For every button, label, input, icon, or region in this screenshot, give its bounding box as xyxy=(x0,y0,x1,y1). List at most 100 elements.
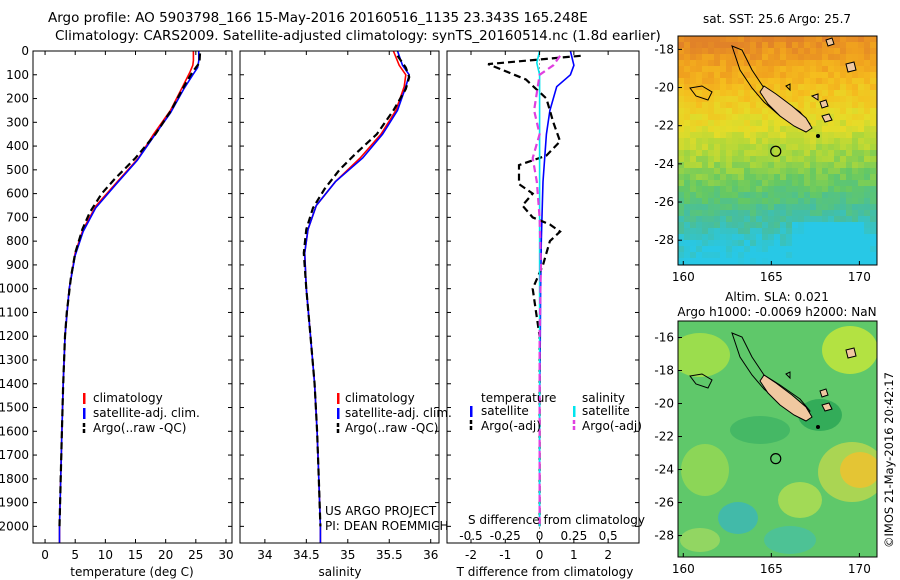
sst-cell xyxy=(738,198,745,205)
sst-cell xyxy=(846,180,853,187)
sst-cell xyxy=(828,240,835,247)
sst-cell xyxy=(768,78,775,85)
sla-anomaly-blob xyxy=(678,333,730,377)
sst-cell xyxy=(870,54,877,61)
sst-cell xyxy=(858,162,865,169)
sst-cell xyxy=(726,54,733,61)
sst-cell xyxy=(846,54,853,61)
sst-cell xyxy=(810,150,817,157)
sst-cell xyxy=(684,48,691,55)
sst-cell xyxy=(732,132,739,139)
sst-cell xyxy=(702,60,709,67)
sst-cell xyxy=(762,120,769,127)
sst-cell xyxy=(846,120,853,127)
sla-anomaly-blob xyxy=(730,416,790,444)
sst-cell xyxy=(822,168,829,175)
sst-cell xyxy=(786,144,793,151)
sst-cell xyxy=(690,246,697,253)
sst-cell xyxy=(870,42,877,49)
sst-cell xyxy=(708,42,715,49)
sst-cell xyxy=(804,108,811,115)
sst-map-argo-position-marker xyxy=(770,145,782,157)
sst-cell xyxy=(840,108,847,115)
sst-cell xyxy=(846,210,853,217)
sst-cell xyxy=(840,228,847,235)
sst-cell xyxy=(870,252,877,259)
sst-cell xyxy=(864,186,871,193)
sla-map-axis-ticks: 160 165 170 -16 -18 -20 -22 -24 -26 -28 xyxy=(654,331,870,576)
sst-cell xyxy=(804,78,811,85)
sst-cell xyxy=(834,102,841,109)
sst-cell xyxy=(786,72,793,79)
temperature-xtick-label: 5 xyxy=(71,548,79,562)
sst-cell xyxy=(702,198,709,205)
temperature-xtick-label: 10 xyxy=(98,548,113,562)
sst-cell xyxy=(840,258,847,265)
sst-cell xyxy=(762,216,769,223)
sla-map-new-caledonia xyxy=(759,374,813,422)
sst-cell xyxy=(864,228,871,235)
sst-cell xyxy=(870,72,877,79)
sst-cell xyxy=(786,252,793,259)
sst-cell xyxy=(840,54,847,61)
sst-cell xyxy=(792,168,799,175)
sst-cell xyxy=(708,78,715,85)
sst-cell xyxy=(786,198,793,205)
sst-cell xyxy=(834,54,841,61)
sst-cell xyxy=(768,114,775,121)
sst-cell xyxy=(858,246,865,253)
sst-cell xyxy=(786,150,793,157)
sst-cell xyxy=(690,126,697,133)
sst-cell xyxy=(846,192,853,199)
sla_map-xtick-label: 160 xyxy=(672,562,695,576)
sst-cell xyxy=(816,114,823,121)
sst-cell xyxy=(852,210,859,217)
sst-heatmap-cells xyxy=(678,36,877,265)
sst-cell xyxy=(756,60,763,67)
figure-title-line-1: Argo profile: AO 5903798_166 15-May-2016… xyxy=(48,10,588,26)
difference-legend-s-satellite-swatch xyxy=(573,406,576,417)
sst-cell xyxy=(774,168,781,175)
sst-cell xyxy=(816,162,823,169)
sst-cell xyxy=(840,180,847,187)
sst-cell xyxy=(762,138,769,145)
difference-xtick-label: 1 xyxy=(570,548,578,562)
sla-heatmap-features xyxy=(678,326,877,554)
sst-cell xyxy=(816,210,823,217)
sst-cell xyxy=(828,204,835,211)
sst-cell xyxy=(726,240,733,247)
sst-cell xyxy=(750,78,757,85)
sst-cell xyxy=(720,180,727,187)
sst-cell xyxy=(690,150,697,157)
sst-cell xyxy=(756,258,763,265)
sst-cell xyxy=(726,48,733,55)
sst-cell xyxy=(864,36,871,43)
sst-cell xyxy=(852,252,859,259)
sst-cell xyxy=(834,168,841,175)
sst-cell xyxy=(708,210,715,217)
sst-cell xyxy=(852,102,859,109)
sst-cell xyxy=(702,138,709,145)
sst-cell xyxy=(840,48,847,55)
sla-anomaly-blob xyxy=(718,502,758,534)
sst-cell xyxy=(750,108,757,115)
sst-cell xyxy=(756,204,763,211)
sst-cell xyxy=(774,84,781,91)
sst-cell xyxy=(810,102,817,109)
sst-cell xyxy=(780,240,787,247)
sst-cell xyxy=(792,90,799,97)
sst-cell xyxy=(852,42,859,49)
sst-cell xyxy=(744,66,751,73)
sst-cell xyxy=(834,162,841,169)
sst-cell xyxy=(678,90,685,97)
sst-cell xyxy=(822,78,829,85)
difference-xtick-label: 2 xyxy=(604,548,612,562)
sst-cell xyxy=(720,222,727,229)
sst-cell xyxy=(828,228,835,235)
sst-cell xyxy=(834,198,841,205)
sst-cell xyxy=(768,156,775,163)
sst-cell xyxy=(858,150,865,157)
sst-cell xyxy=(858,138,865,145)
difference-xtick-label: -1 xyxy=(499,548,511,562)
sst-cell xyxy=(678,66,685,73)
